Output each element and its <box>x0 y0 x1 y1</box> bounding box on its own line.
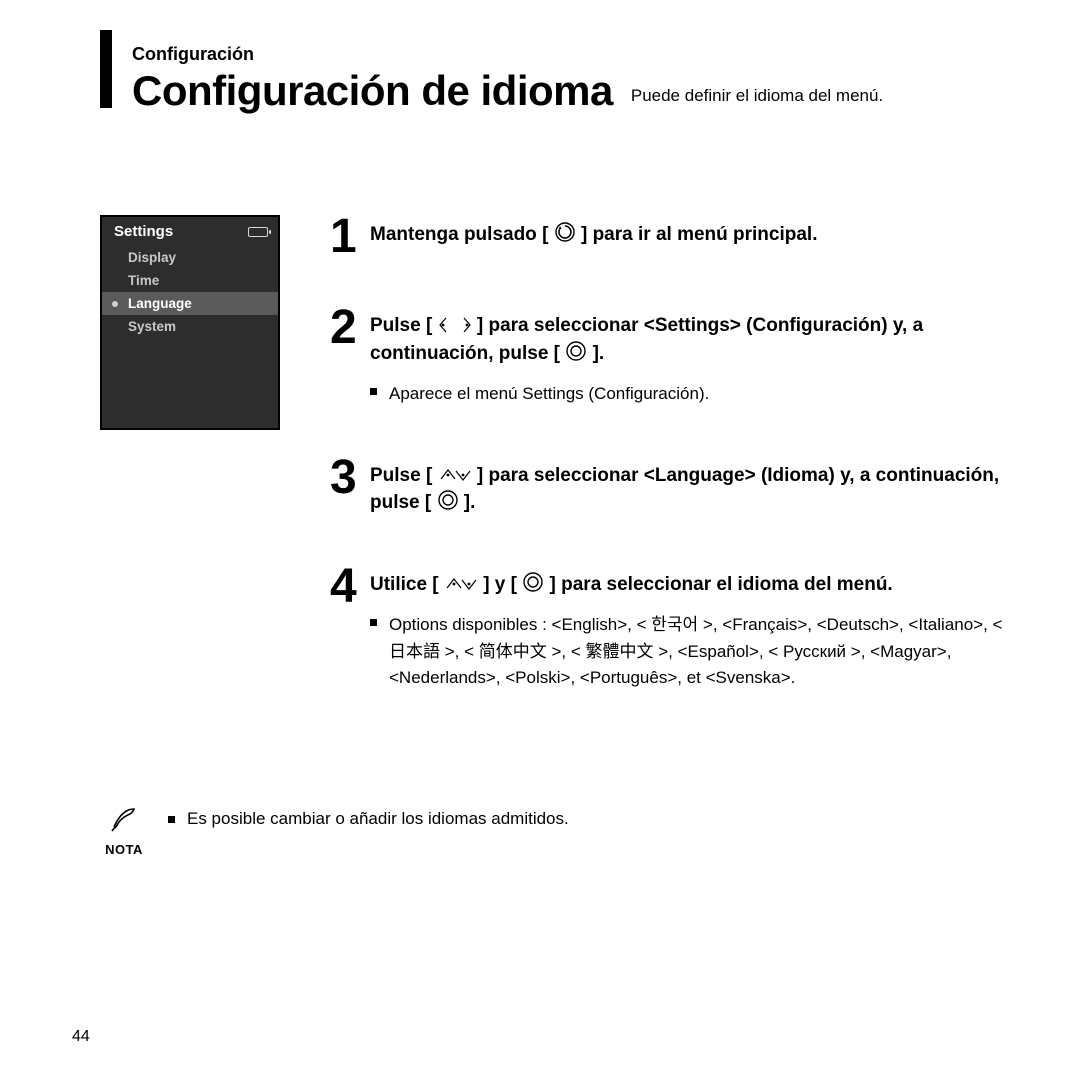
step-number: 4 <box>330 565 370 692</box>
step-number: 2 <box>330 306 370 407</box>
note-icon <box>109 805 139 835</box>
battery-icon <box>248 227 268 237</box>
note-label: NOTA <box>100 842 148 857</box>
breadcrumb: Configuración <box>132 44 1020 65</box>
settings-title: Settings <box>114 223 173 240</box>
ok-icon <box>437 489 459 511</box>
step-1: 1 Mantenga pulsado [ ] para ir al menú p… <box>330 215 1020 258</box>
step-3: 3 Pulse [ ] para seleccionar <Language> … <box>330 456 1020 517</box>
page-subtitle: Puede definir el idioma del menú. <box>631 86 883 106</box>
step-text: Pulse [ <box>370 315 432 336</box>
up-down-icon <box>444 575 478 593</box>
back-icon <box>554 221 576 243</box>
ok-icon <box>522 571 544 593</box>
settings-item-language: Language <box>102 292 278 315</box>
step-text: Utilice [ <box>370 574 439 595</box>
step-text: ] para seleccionar el idioma del menú. <box>550 574 893 595</box>
bullet-icon <box>168 816 175 823</box>
bullet-icon <box>370 619 377 626</box>
step-text: ]. <box>464 492 476 513</box>
section-rule <box>100 30 112 108</box>
step-text: Mantenga pulsado [ <box>370 224 548 245</box>
steps: 1 Mantenga pulsado [ ] para ir al menú p… <box>330 215 1020 715</box>
up-down-icon <box>438 466 472 484</box>
settings-item-system: System <box>102 315 278 338</box>
step-number: 3 <box>330 456 370 517</box>
step-2: 2 Pulse [ ] para seleccionar <Settings> … <box>330 306 1020 407</box>
step-bullet: Options disponibles : <English>, < 한국어 >… <box>389 612 1020 691</box>
step-4: 4 Utilice [ ] y [ ] para seleccionar el … <box>330 565 1020 692</box>
step-text: ]. <box>593 343 605 364</box>
step-text: ] y [ <box>483 574 517 595</box>
note-text: Es posible cambiar o añadir los idiomas … <box>187 809 569 829</box>
left-right-icon <box>438 316 472 334</box>
step-number: 1 <box>330 215 370 258</box>
page-title: Configuración de idioma <box>132 67 613 115</box>
settings-screenshot: Settings Display Time Language System <box>100 215 280 430</box>
step-bullet: Aparece el menú Settings (Configuración)… <box>389 381 709 407</box>
settings-item-time: Time <box>102 269 278 292</box>
step-text: Pulse [ <box>370 465 432 486</box>
bullet-icon <box>370 388 377 395</box>
step-text: ] para ir al menú principal. <box>581 224 818 245</box>
settings-item-display: Display <box>102 246 278 269</box>
ok-icon <box>565 340 587 362</box>
note-block: NOTA Es posible cambiar o añadir los idi… <box>100 805 1020 857</box>
page-number: 44 <box>72 1028 90 1046</box>
settings-list: Display Time Language System <box>102 244 278 338</box>
